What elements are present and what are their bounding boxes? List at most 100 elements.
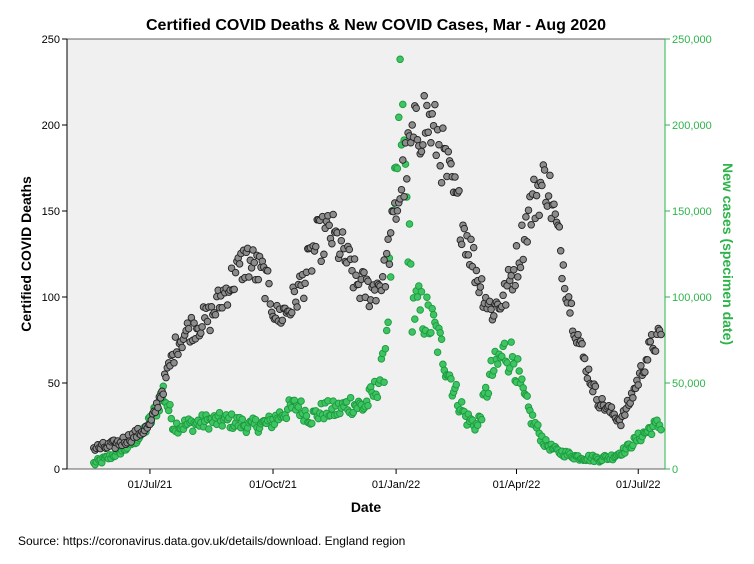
cases-point — [238, 415, 247, 424]
cases-point — [429, 310, 438, 319]
deaths-point — [532, 191, 541, 200]
deaths-point — [540, 166, 549, 174]
deaths-point — [378, 273, 387, 281]
deaths-point — [427, 139, 435, 147]
series-certified-deaths — [90, 92, 665, 454]
deaths-point — [556, 247, 565, 255]
cases-point — [395, 113, 403, 122]
deaths-point — [386, 229, 395, 237]
cases-point — [411, 315, 419, 323]
cases-point — [302, 412, 311, 420]
deaths-point — [437, 178, 446, 187]
cases-point — [308, 419, 316, 428]
x-axis-title: Date — [351, 499, 382, 515]
cases-point — [364, 401, 372, 410]
deaths-point — [408, 121, 416, 129]
x-tick-label: 01/Oct/21 — [249, 479, 297, 491]
deaths-point — [147, 416, 156, 424]
deaths-point — [651, 347, 660, 355]
cases-point — [534, 421, 542, 429]
deaths-point — [538, 181, 546, 190]
cases-point — [380, 378, 388, 386]
deaths-point — [197, 329, 205, 337]
deaths-point — [646, 337, 655, 346]
deaths-point — [518, 221, 526, 229]
deaths-point — [564, 293, 573, 301]
deaths-point — [223, 301, 232, 309]
cases-point — [393, 164, 402, 173]
x-tick-label: 01/Jan/22 — [372, 479, 420, 491]
cases-point — [423, 293, 431, 301]
deaths-point — [455, 187, 463, 195]
deaths-point — [457, 240, 466, 249]
deaths-point — [490, 312, 498, 320]
deaths-point — [580, 354, 589, 363]
cases-point — [498, 352, 506, 361]
deaths-point — [365, 302, 374, 311]
deaths-point — [254, 275, 263, 284]
deaths-point — [300, 294, 308, 303]
cases-point — [484, 389, 493, 398]
deaths-point — [413, 135, 422, 144]
cases-point — [346, 393, 355, 402]
deaths-point — [435, 140, 443, 149]
deaths-point — [400, 192, 408, 201]
x-axis: 01/Jul/21 01/Oct/21 01/Jan/22 01/Apr/22 01/J… — [128, 469, 661, 491]
cases-point — [452, 380, 461, 389]
right-tick-label: 150,000 — [672, 206, 712, 218]
deaths-point — [329, 210, 337, 219]
cases-point — [381, 344, 390, 353]
deaths-point — [178, 343, 186, 352]
deaths-point — [184, 324, 193, 333]
deaths-point — [460, 224, 469, 233]
deaths-point — [338, 228, 347, 236]
deaths-point — [417, 147, 426, 156]
deaths-point — [381, 283, 390, 291]
deaths-point — [420, 92, 428, 100]
deaths-point — [439, 124, 447, 132]
chart-title: Certified COVID Deaths & New COVID Cases… — [146, 17, 606, 34]
deaths-point — [345, 245, 354, 254]
deaths-point — [336, 250, 344, 258]
deaths-point — [560, 284, 569, 293]
deaths-point — [384, 235, 392, 243]
deaths-point — [312, 242, 320, 251]
cases-point — [629, 441, 637, 450]
deaths-point — [154, 403, 162, 412]
cases-point — [396, 55, 404, 64]
cases-point — [417, 287, 426, 296]
deaths-point — [617, 421, 625, 430]
left-tick-label: 200 — [42, 120, 60, 132]
deaths-point — [423, 101, 431, 110]
deaths-point — [328, 239, 336, 248]
deaths-point — [451, 173, 459, 181]
deaths-point — [337, 236, 346, 245]
deaths-point — [634, 381, 642, 389]
deaths-point — [231, 268, 240, 277]
cases-point — [439, 360, 447, 369]
deaths-point — [527, 221, 535, 229]
deaths-point — [290, 287, 299, 296]
deaths-point — [245, 273, 253, 281]
cases-point — [473, 421, 482, 429]
deaths-point — [174, 350, 182, 359]
deaths-point — [477, 275, 486, 283]
cases-point — [251, 415, 260, 424]
deaths-point — [230, 285, 238, 294]
deaths-point — [555, 223, 564, 231]
deaths-point — [551, 210, 560, 218]
cases-point — [382, 326, 391, 335]
deaths-point — [424, 128, 432, 137]
cases-point — [507, 338, 515, 346]
deaths-point — [293, 303, 301, 311]
deaths-point — [265, 279, 273, 288]
deaths-point — [512, 242, 521, 250]
right-tick-label: 0 — [672, 464, 678, 476]
deaths-point — [607, 403, 616, 411]
cases-point — [399, 100, 407, 109]
deaths-point — [431, 100, 439, 109]
cases-point — [384, 318, 392, 327]
cases-point — [373, 393, 382, 402]
deaths-point — [514, 273, 522, 281]
deaths-point — [559, 261, 568, 269]
